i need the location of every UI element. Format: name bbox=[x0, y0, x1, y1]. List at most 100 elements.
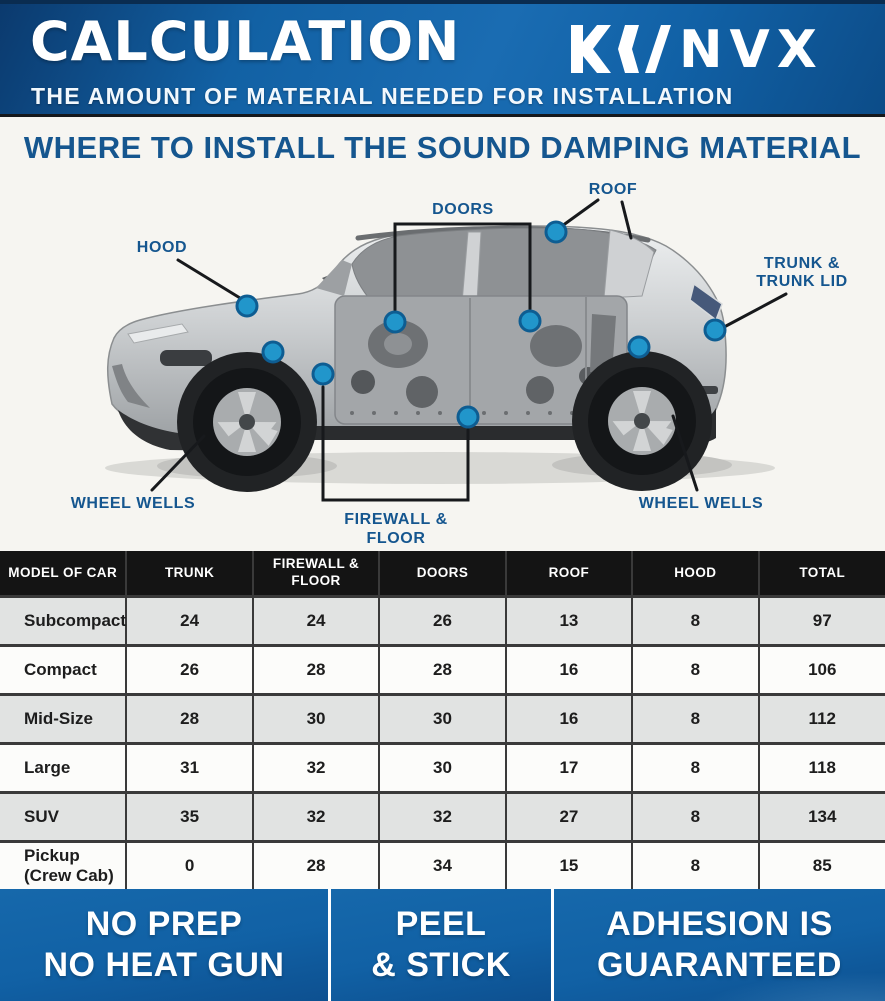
cell-roof: 27 bbox=[504, 791, 634, 843]
cell-firewall: 24 bbox=[251, 595, 381, 647]
install-point-rear-door bbox=[518, 309, 542, 333]
table-row-suv: SUV 35 32 32 27 8 134 bbox=[0, 791, 885, 843]
benefit-peel-stick: PEEL & STICK bbox=[331, 889, 554, 1001]
col-header-hood: HOOD bbox=[631, 550, 760, 598]
install-point-hood bbox=[235, 294, 259, 318]
table-row-compact: Compact 26 28 28 16 8 106 bbox=[0, 644, 885, 696]
trunk-callout-line bbox=[724, 292, 788, 328]
cell-hood: 8 bbox=[631, 840, 760, 890]
roof-callout-line-2 bbox=[620, 200, 633, 240]
cell-roof: 17 bbox=[504, 742, 634, 794]
cell-roof: 15 bbox=[504, 840, 634, 890]
rear-wheel bbox=[588, 367, 696, 475]
roof-callout-line-1 bbox=[560, 198, 600, 228]
cell-doors: 28 bbox=[378, 644, 507, 696]
firewall-label-line2: FLOOR bbox=[367, 530, 426, 547]
cell-hood: 8 bbox=[631, 742, 760, 794]
cell-doors: 30 bbox=[378, 742, 507, 794]
roof-label: ROOF bbox=[589, 181, 638, 198]
cell-model: Pickup (Crew Cab) bbox=[0, 840, 128, 890]
install-point-roof bbox=[544, 220, 568, 244]
cell-trunk: 31 bbox=[125, 742, 254, 794]
install-point-front-door bbox=[383, 310, 407, 334]
car-headlight bbox=[127, 323, 189, 344]
col-header-roof: ROOF bbox=[504, 550, 634, 598]
wheel-wells-right-callout-line bbox=[671, 414, 699, 492]
benefit-text: NO HEAT GUN bbox=[43, 946, 285, 984]
wheel-wells-right-label: WHEEL WELLS bbox=[639, 495, 764, 512]
cell-firewall: 32 bbox=[251, 742, 381, 794]
car-door-cutaway bbox=[334, 295, 628, 425]
cell-doors: 30 bbox=[378, 693, 507, 745]
hood-label: HOOD bbox=[137, 239, 187, 256]
table-row-subcompact: Subcompact 24 24 26 13 8 97 bbox=[0, 595, 885, 647]
material-amount-table: MODEL OF CAR TRUNK FIREWALL & FLOOR DOOR… bbox=[0, 550, 885, 890]
cell-roof: 13 bbox=[504, 595, 634, 647]
install-point-firewall bbox=[311, 362, 335, 386]
col-header-firewall-floor: FIREWALL & FLOOR bbox=[251, 550, 381, 598]
table-row-large: Large 31 32 30 17 8 118 bbox=[0, 742, 885, 794]
cell-total: 97 bbox=[757, 595, 885, 647]
nvx-logo-icon bbox=[571, 25, 671, 73]
cell-total: 85 bbox=[757, 840, 885, 890]
cell-hood: 8 bbox=[631, 791, 760, 843]
cell-hood: 8 bbox=[631, 693, 760, 745]
cell-firewall: 32 bbox=[251, 791, 381, 843]
cell-trunk: 35 bbox=[125, 791, 254, 843]
footer-benefits: NO PREP NO HEAT GUN PEEL & STICK ADHESIO… bbox=[0, 889, 885, 1001]
cell-doors: 34 bbox=[378, 840, 507, 890]
benefit-text: PEEL bbox=[395, 905, 487, 944]
hood-callout-line bbox=[176, 258, 242, 300]
cell-firewall: 28 bbox=[251, 644, 381, 696]
cell-trunk: 26 bbox=[125, 644, 254, 696]
wheel-wells-left-callout-line bbox=[150, 434, 206, 492]
install-point-trunk bbox=[703, 318, 727, 342]
table-header-row: MODEL OF CAR TRUNK FIREWALL & FLOOR DOOR… bbox=[0, 550, 885, 598]
nvx-logo-text: NVX bbox=[679, 20, 824, 78]
cell-hood: 8 bbox=[631, 644, 760, 696]
cell-firewall: 30 bbox=[251, 693, 381, 745]
col-header-doors: DOORS bbox=[378, 550, 507, 598]
diagram-title: WHERE TO INSTALL THE SOUND DAMPING MATER… bbox=[23, 130, 862, 165]
cell-model: Large bbox=[0, 742, 128, 794]
car-cutaway-illustration: HOOD DOORS ROOF TRUNK & TRUNK LID WHEEL … bbox=[71, 181, 848, 547]
cell-model: Mid-Size bbox=[0, 693, 128, 745]
cell-trunk: 24 bbox=[125, 595, 254, 647]
cell-model: SUV bbox=[0, 791, 128, 843]
cell-firewall: 28 bbox=[251, 840, 381, 890]
header-banner: CALCULATION THE AMOUNT OF MATERIAL NEEDE… bbox=[0, 0, 885, 117]
trunk-label-line2: TRUNK LID bbox=[756, 273, 848, 290]
cell-doors: 32 bbox=[378, 791, 507, 843]
col-header-trunk: TRUNK bbox=[125, 550, 254, 598]
col-header-total: TOTAL bbox=[757, 550, 885, 598]
page-title: CALCULATION bbox=[30, 10, 461, 73]
wheel-wells-left-label: WHEEL WELLS bbox=[71, 495, 196, 512]
firewall-label-line1: FIREWALL & bbox=[344, 511, 447, 528]
benefit-text: GUARANTEED bbox=[597, 946, 842, 984]
cell-total: 112 bbox=[757, 693, 885, 745]
trunk-label-line1: TRUNK & bbox=[764, 255, 840, 272]
install-point-rear-quarter bbox=[627, 335, 651, 359]
table-row-mid-size: Mid-Size 28 30 30 16 8 112 bbox=[0, 693, 885, 745]
benefit-adhesion: ADHESION IS GUARANTEED bbox=[554, 889, 885, 1001]
cell-trunk: 0 bbox=[125, 840, 254, 890]
benefit-no-prep: NO PREP NO HEAT GUN bbox=[0, 889, 331, 1001]
cell-total: 118 bbox=[757, 742, 885, 794]
doors-label: DOORS bbox=[432, 201, 494, 218]
front-wheel bbox=[193, 368, 301, 476]
doors-callout-bracket bbox=[393, 222, 532, 312]
benefit-text: NO PREP bbox=[85, 905, 243, 944]
install-point-floor bbox=[456, 405, 480, 429]
cell-hood: 8 bbox=[631, 595, 760, 647]
install-point-front-arch bbox=[261, 340, 285, 364]
benefit-text: ADHESION IS bbox=[606, 905, 833, 944]
cell-doors: 26 bbox=[378, 595, 507, 647]
cell-roof: 16 bbox=[504, 644, 634, 696]
cell-model: Compact bbox=[0, 644, 128, 696]
firewall-callout-bracket bbox=[321, 385, 470, 502]
cell-total: 134 bbox=[757, 791, 885, 843]
col-header-model: MODEL OF CAR bbox=[0, 550, 128, 598]
cell-model: Subcompact bbox=[0, 595, 128, 647]
cell-roof: 16 bbox=[504, 693, 634, 745]
